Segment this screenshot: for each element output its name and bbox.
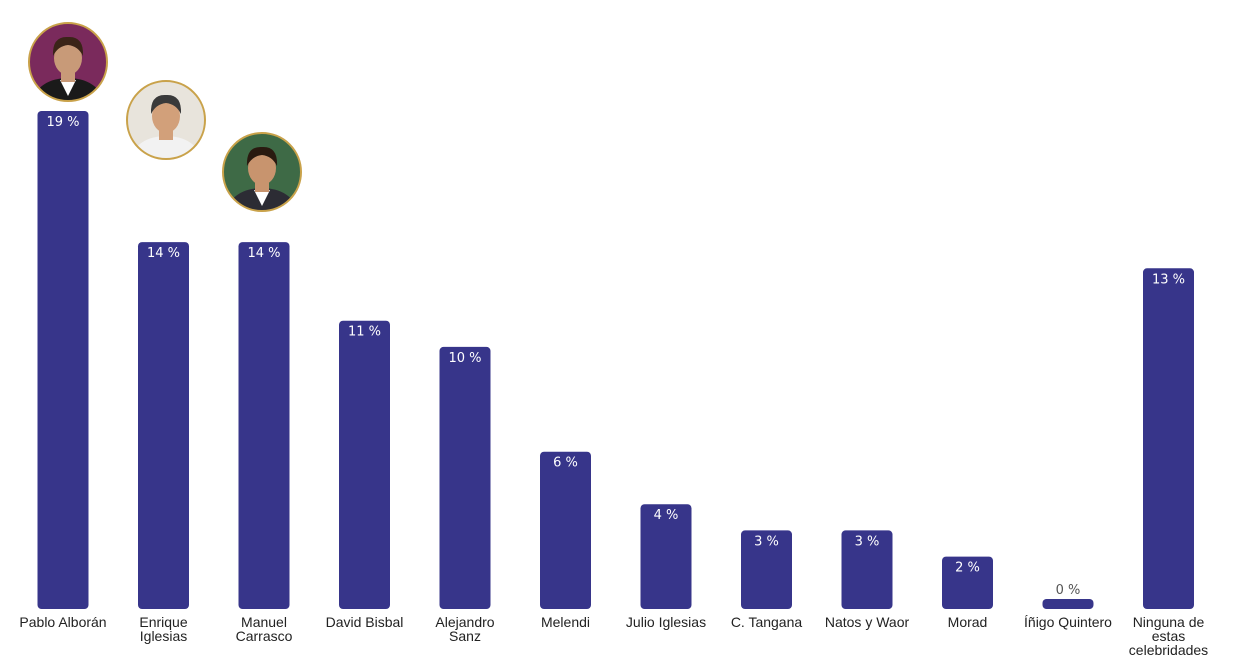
avatar-ring: [28, 22, 108, 102]
category-label-line: C. Tangana: [731, 614, 803, 630]
bar-2: [238, 242, 290, 609]
category-label-line: Ninguna de: [1133, 614, 1205, 630]
bar-5: [540, 451, 591, 609]
category-label-line: Iglesias: [140, 628, 187, 644]
category-label-line: Manuel: [241, 614, 287, 630]
category-label-1: Enrique Iglesias: [139, 614, 187, 644]
value-label-0: 19 %: [46, 115, 79, 130]
bar-0: [37, 111, 89, 609]
value-label-2: 14 %: [247, 246, 280, 261]
category-label-10: Íñigo Quintero: [1024, 614, 1112, 630]
value-label-9: 2 %: [955, 561, 980, 576]
category-label-5: Melendi: [541, 614, 590, 630]
category-label-9: Morad: [948, 614, 988, 630]
category-label-line: Morad: [948, 614, 988, 630]
category-label-line: Julio Iglesias: [626, 614, 706, 630]
category-label-line: estas: [1152, 628, 1185, 644]
category-label-line: Melendi: [541, 614, 590, 630]
enrique-iglesias-photo-icon: [126, 80, 206, 160]
value-label-3: 11 %: [348, 325, 381, 340]
bar-1: [138, 242, 189, 609]
category-label-0: Pablo Alborán: [19, 614, 106, 630]
avatar-ring: [126, 80, 206, 160]
value-label-4: 10 %: [448, 351, 481, 366]
avatars-layer: [28, 22, 302, 212]
category-label-11: Ninguna de estas celebridades: [1129, 614, 1208, 658]
category-label-4: Alejandro Sanz: [435, 614, 494, 644]
bar-10: [1042, 599, 1094, 609]
category-label-line: Íñigo Quintero: [1024, 614, 1112, 630]
bar-3: [339, 320, 390, 609]
category-label-line: Alejandro: [435, 614, 494, 630]
category-label-line: Carrasco: [236, 628, 293, 644]
category-label-3: David Bisbal: [326, 614, 404, 630]
bars-layer: 19 % Pablo Alborán 14 % Enrique Iglesias 14 %…: [19, 111, 1208, 658]
avatar-ring: [222, 132, 302, 212]
bar-9: [942, 556, 993, 609]
value-label-5: 6 %: [553, 456, 578, 471]
category-label-line: Natos y Waor: [825, 614, 910, 630]
value-label-1: 14 %: [147, 246, 180, 261]
pablo-alboran-photo-icon: [28, 22, 108, 102]
bar-6: [640, 504, 692, 609]
bar-11: [1143, 268, 1194, 609]
category-label-8: Natos y Waor: [825, 614, 910, 630]
category-label-line: Pablo Alborán: [19, 614, 106, 630]
category-label-6: Julio Iglesias: [626, 614, 706, 630]
category-label-line: Sanz: [449, 628, 481, 644]
category-label-line: David Bisbal: [326, 614, 404, 630]
bar-7: [741, 530, 792, 609]
category-label-2: Manuel Carrasco: [236, 614, 293, 644]
value-label-10: 0 %: [1056, 583, 1081, 598]
bar-8: [841, 530, 893, 609]
manuel-carrasco-photo-icon: [222, 132, 302, 212]
value-label-6: 4 %: [654, 508, 679, 523]
bar-4: [439, 346, 491, 609]
value-label-11: 13 %: [1152, 272, 1185, 287]
category-label-line: celebridades: [1129, 642, 1208, 658]
category-label-7: C. Tangana: [731, 614, 803, 630]
value-label-7: 3 %: [754, 534, 779, 549]
category-label-line: Enrique: [139, 614, 187, 630]
value-label-8: 3 %: [855, 534, 880, 549]
